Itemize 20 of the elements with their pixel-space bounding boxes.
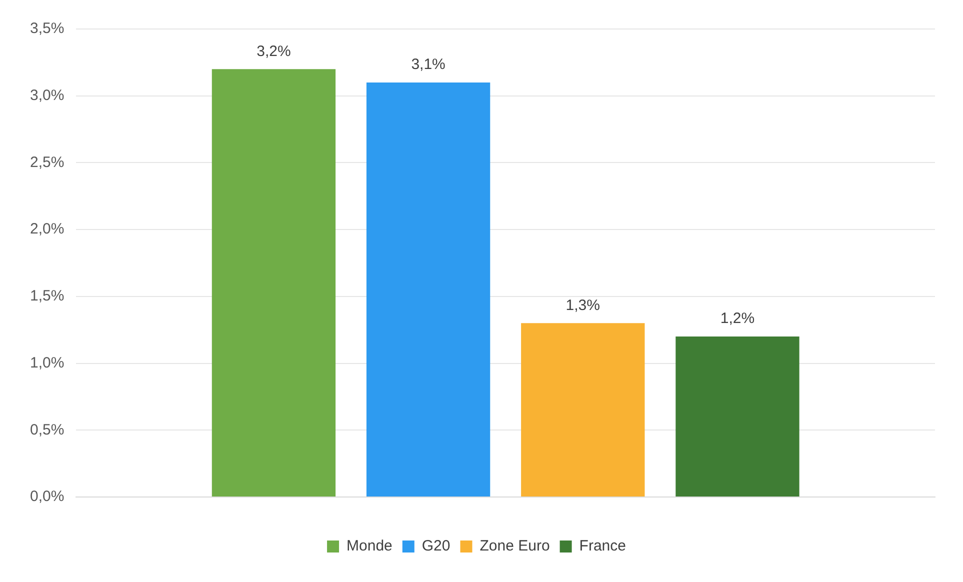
bar xyxy=(212,69,336,496)
bar xyxy=(521,323,645,496)
bar xyxy=(366,82,490,496)
data-label: 1,3% xyxy=(566,296,600,314)
legend-label: G20 xyxy=(422,538,450,555)
y-tick-label: 1,5% xyxy=(30,288,64,305)
y-tick-label: 3,0% xyxy=(30,87,64,104)
y-tick-label: 2,0% xyxy=(30,220,64,238)
y-tick-label: 0,5% xyxy=(30,421,64,438)
y-tick-label: 0,0% xyxy=(30,488,64,506)
data-label: 3,1% xyxy=(411,56,446,74)
legend-label: France xyxy=(579,538,626,555)
y-tick-label: 2,5% xyxy=(30,154,64,171)
data-label: 3,2% xyxy=(256,42,291,60)
y-tick-label: 1,0% xyxy=(30,354,64,372)
y-tick-label: 3,5% xyxy=(30,20,64,38)
legend-label: Zone Euro xyxy=(480,538,550,555)
legend-label: Monde xyxy=(346,538,392,555)
bar xyxy=(676,336,800,496)
data-label: 1,2% xyxy=(720,310,755,328)
